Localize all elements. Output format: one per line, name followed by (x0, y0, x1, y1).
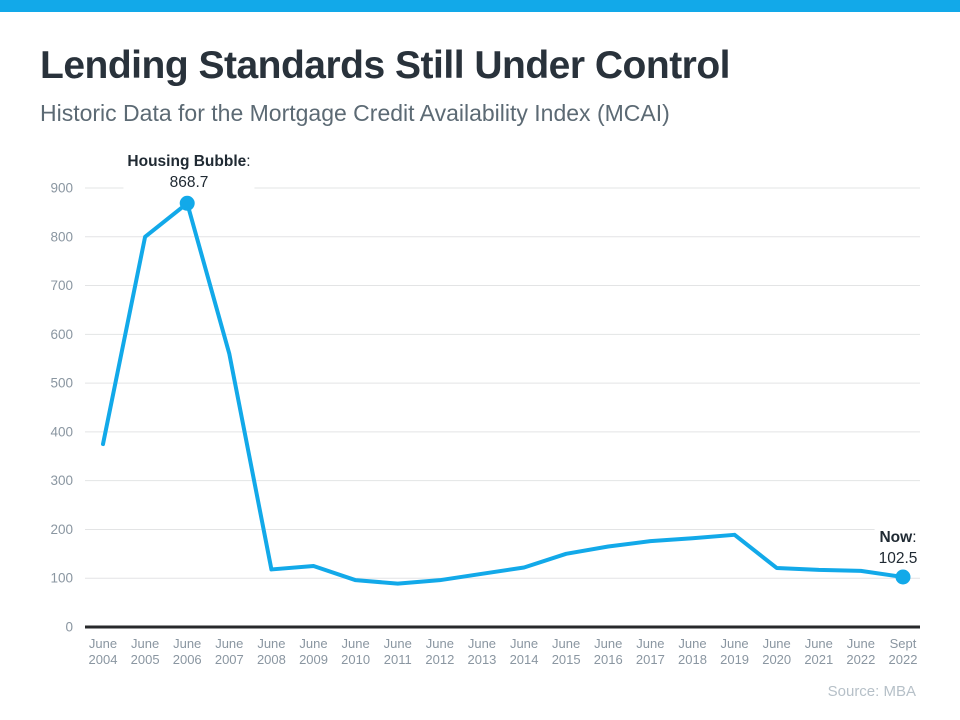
annotation-value: 868.7 (169, 174, 209, 191)
x-axis-labels: June 2004 June 2005 June 2006 June 2007 June 2008… (89, 636, 918, 667)
y-tick-label: 600 (50, 327, 73, 342)
x-tick-label: June 2015 (552, 636, 581, 667)
y-tick-label: 200 (50, 522, 73, 537)
x-tick-label: June 2021 (804, 636, 833, 667)
y-tick-label: 100 (50, 571, 73, 586)
x-tick-label: June 2008 (257, 636, 286, 667)
x-tick-label: Sept 2022 (889, 636, 918, 667)
x-tick-label: June 2006 (173, 636, 202, 667)
x-tick-label: June 2005 (131, 636, 160, 667)
x-tick-label: June 2018 (678, 636, 707, 667)
annotation-now: Now: 102.5 (874, 527, 922, 569)
top-accent-bar (0, 0, 960, 12)
annotation-colon: : (246, 153, 251, 170)
y-tick-label: 400 (50, 424, 73, 439)
x-tick-label: June 2004 (89, 636, 118, 667)
x-tick-label: June 2009 (299, 636, 328, 667)
y-tick-label: 900 (50, 181, 73, 196)
y-tick-label: 700 (50, 278, 73, 293)
x-tick-label: June 2017 (636, 636, 665, 667)
annotation-label: Housing Bubble (127, 153, 247, 170)
x-tick-label: June 2019 (720, 636, 749, 667)
data-point-marker (179, 195, 195, 211)
gridlines (85, 187, 920, 579)
x-tick-label: June 2013 (467, 636, 496, 667)
x-tick-label: June 2007 (215, 636, 244, 667)
page-subtitle: Historic Data for the Mortgage Credit Av… (40, 100, 670, 126)
mcai-line-series (101, 201, 905, 586)
annotation-colon: : (912, 529, 917, 546)
annotation-value: 102.5 (878, 550, 918, 567)
annotation-label: Now (879, 529, 913, 546)
y-tick-label: 800 (50, 229, 73, 244)
y-axis-labels: 0 100 200 300 400 500 600 700 800 900 (50, 181, 73, 635)
x-tick-label: June 2020 (762, 636, 791, 667)
x-tick-label: June 2010 (341, 636, 370, 667)
annotation-housing-bubble: Housing Bubble: 868.7 (123, 151, 255, 193)
data-point-markers (179, 195, 911, 585)
source-credit: Source: MBA (827, 683, 916, 700)
y-tick-label: 500 (50, 376, 73, 391)
x-tick-label: June 2012 (425, 636, 454, 667)
x-tick-label: June 2014 (510, 636, 539, 667)
data-point-marker (895, 569, 911, 585)
x-tick-label: June 2011 (384, 636, 412, 667)
y-tick-label: 300 (50, 473, 73, 488)
x-tick-label: June 2022 (846, 636, 875, 667)
x-tick-label: June 2016 (594, 636, 623, 667)
page-title: Lending Standards Still Under Control (40, 44, 731, 87)
y-tick-label: 0 (65, 620, 73, 635)
